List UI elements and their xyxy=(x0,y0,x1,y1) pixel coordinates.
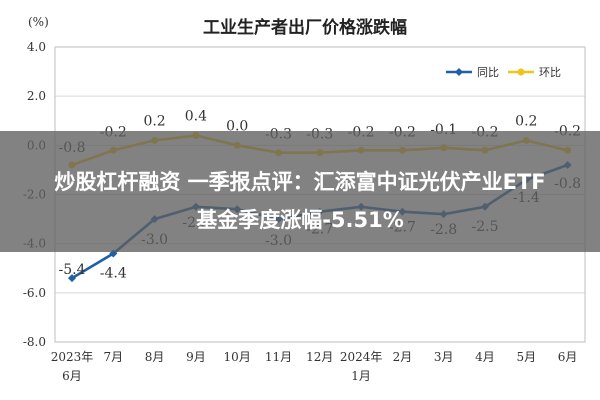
y-tick-label: -8.0 xyxy=(23,335,46,349)
y-tick-label: -6.0 xyxy=(23,286,46,300)
x-tick-label: 2月 xyxy=(393,350,413,364)
legend-marker xyxy=(455,68,463,76)
data-label: -5.4 xyxy=(59,262,86,278)
data-label: -4.4 xyxy=(100,266,127,282)
x-tick-label: 6月 xyxy=(62,369,82,383)
overlay-banner xyxy=(0,131,600,252)
x-tick-label: 6月 xyxy=(558,350,578,364)
overlay-subheadline: 基金季度涨幅-5.51% xyxy=(196,208,404,232)
x-tick-label: 4月 xyxy=(475,350,495,364)
x-tick-label: 5月 xyxy=(516,350,536,364)
x-tick-label: 2023年 xyxy=(51,350,94,364)
x-tick-label: 3月 xyxy=(434,350,454,364)
x-tick-label: 8月 xyxy=(145,350,165,364)
x-tick-label: 7月 xyxy=(103,350,123,364)
x-tick-label: 12月 xyxy=(306,350,333,364)
y-tick-label: 4.0 xyxy=(27,40,46,54)
data-label: 0.2 xyxy=(515,113,537,129)
x-tick-label: 9月 xyxy=(186,350,206,364)
data-label: 0.0 xyxy=(226,118,248,134)
y-unit-label: (%) xyxy=(28,15,49,29)
legend-label: 同比 xyxy=(477,66,499,79)
legend-marker xyxy=(517,68,525,76)
data-label: 0.2 xyxy=(143,113,165,129)
x-tick-label: 11月 xyxy=(265,350,292,364)
data-point xyxy=(68,274,76,283)
legend: 同比 环比 xyxy=(446,66,561,79)
x-tick-label: 1月 xyxy=(351,369,371,383)
overlay-headline: 炒股杠杆融资 一季报点评：汇添富中证光伏产业ETF xyxy=(54,170,546,194)
y-tick-label: 2.0 xyxy=(27,89,46,103)
x-tick-label: 10月 xyxy=(224,350,251,364)
x-tick-label: 2024年 xyxy=(340,350,383,364)
legend-label: 环比 xyxy=(539,66,561,79)
data-label: 0.4 xyxy=(185,109,207,125)
chart-title: 工业生产者出厂价格涨跌幅 xyxy=(203,17,407,38)
